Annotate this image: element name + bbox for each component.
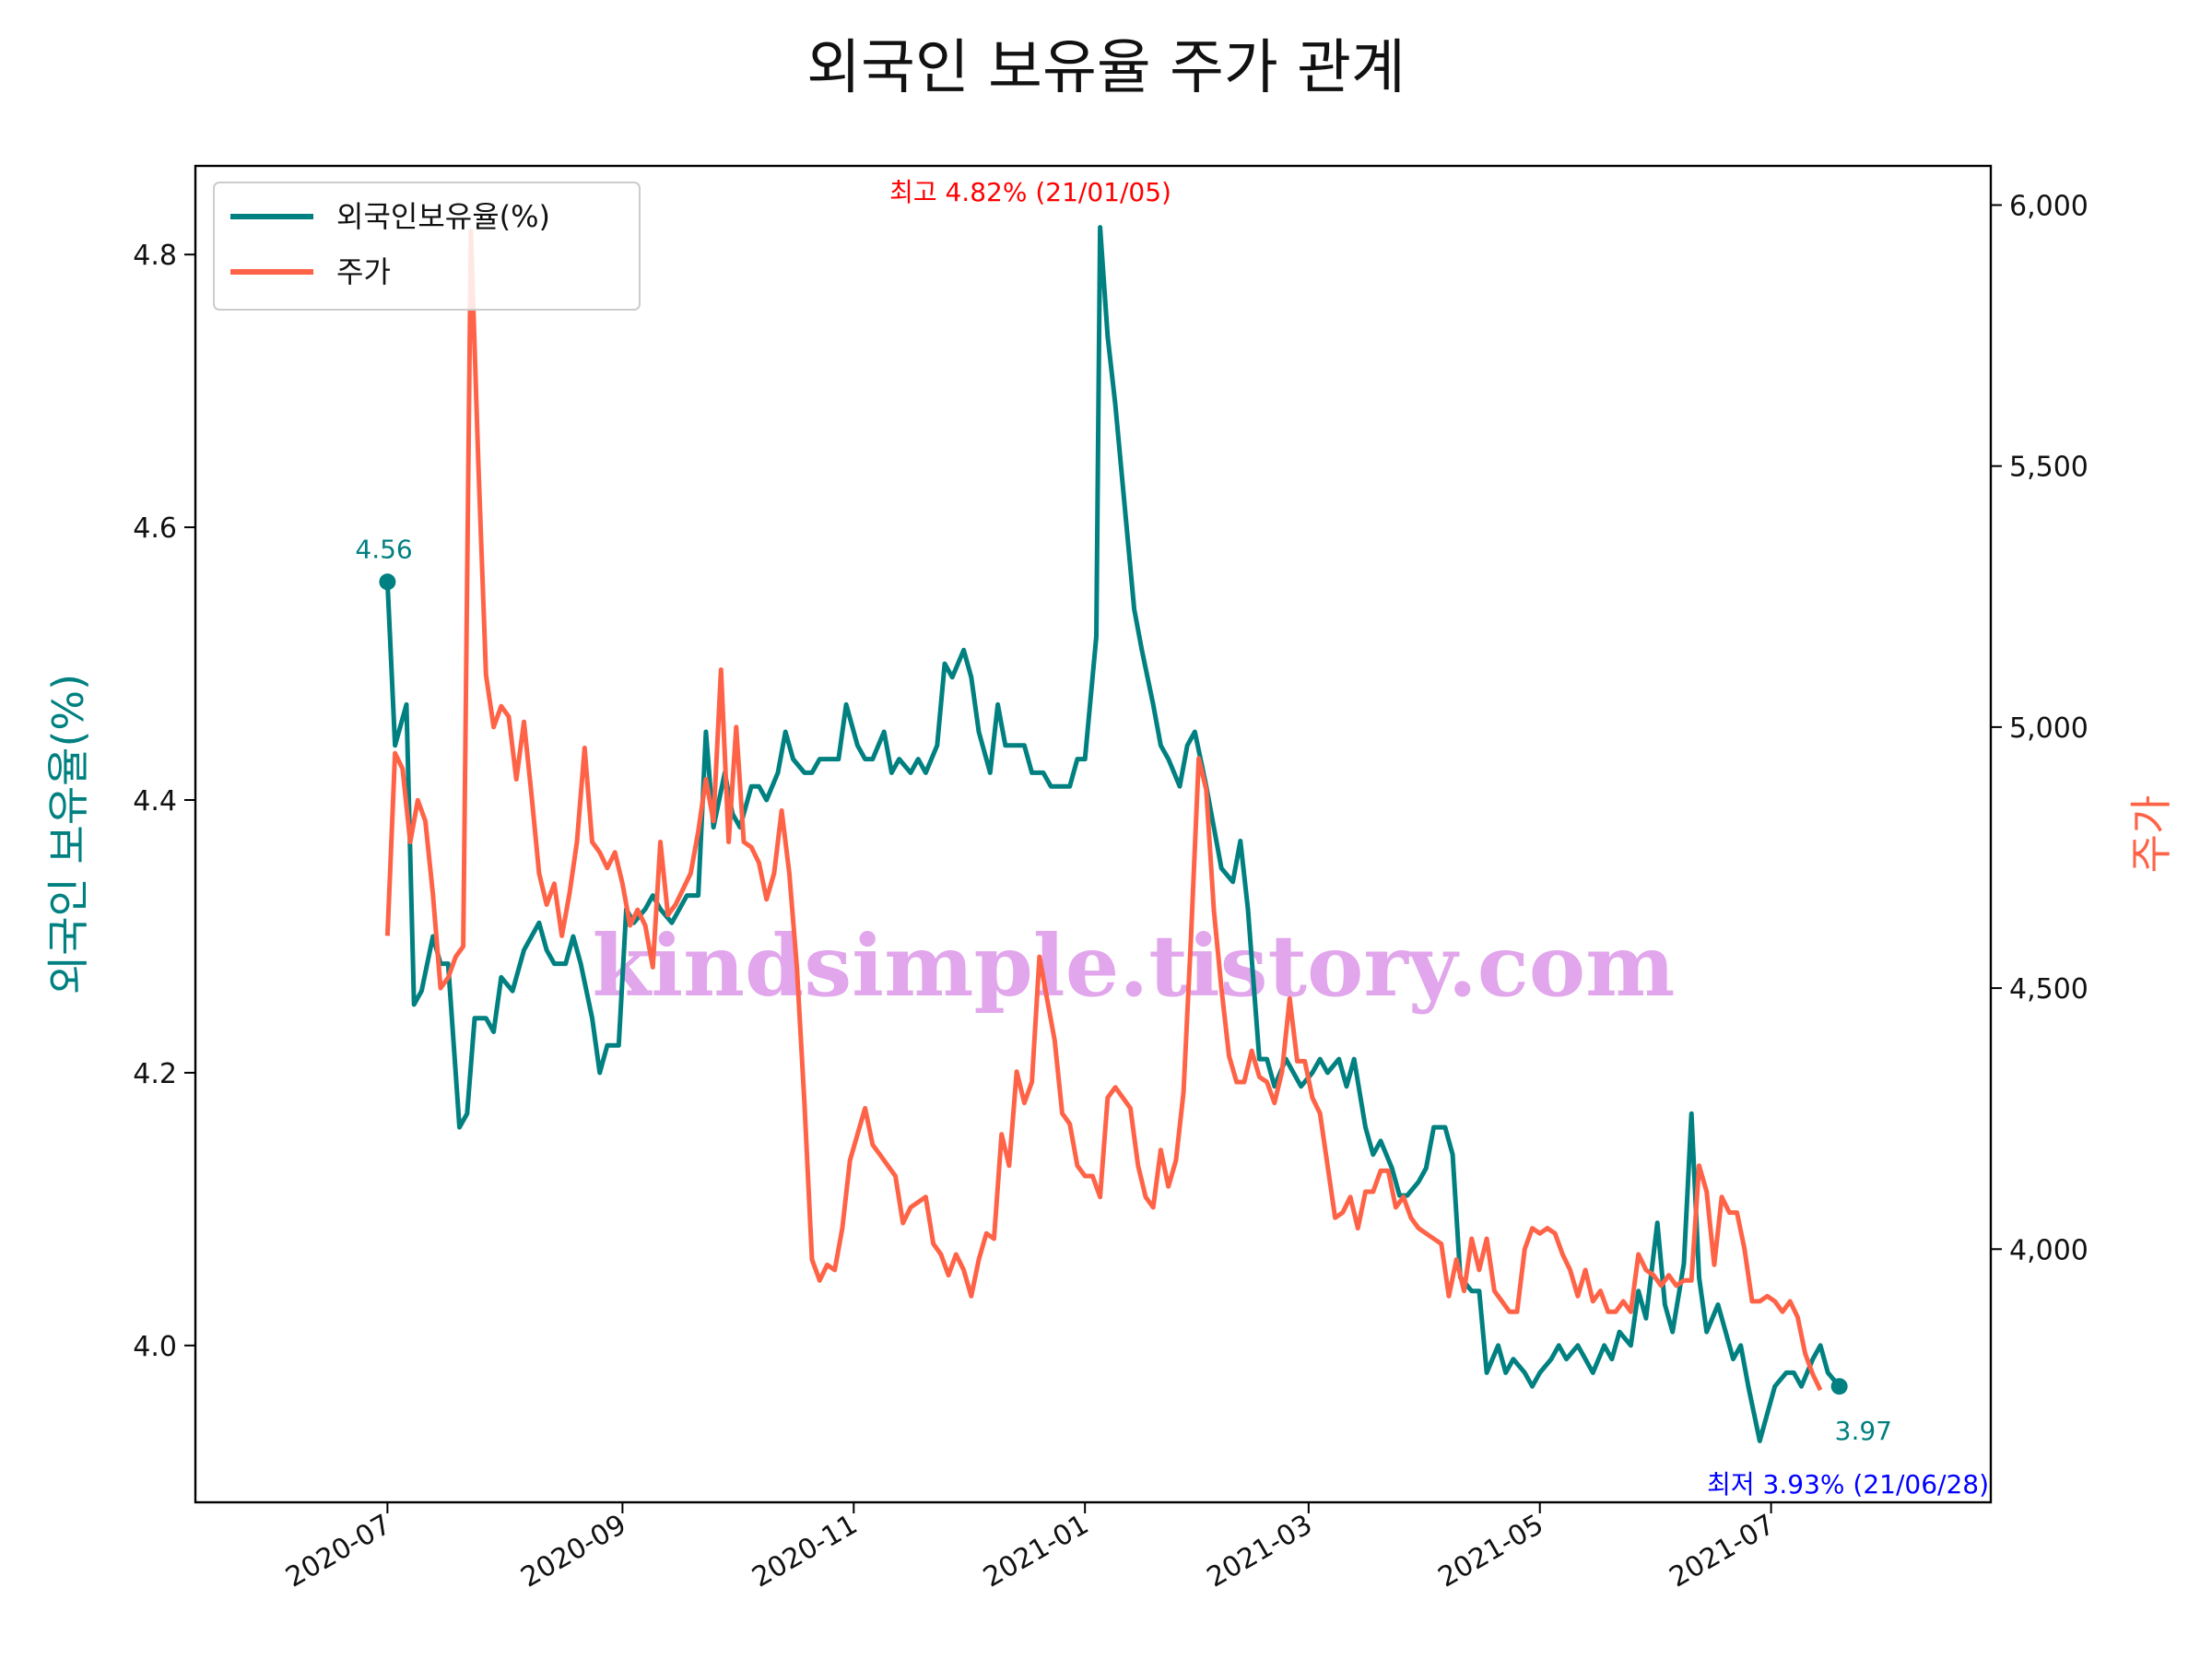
- y-left-tick-label: 4.2: [133, 1058, 177, 1090]
- series-line-stock-price: [384, 229, 1823, 1392]
- legend-label-foreign-ownership: 외국인보유율(%): [336, 199, 550, 234]
- start-point-marker: [379, 573, 396, 591]
- legend-label-stock-price: 주가: [336, 254, 391, 289]
- x-tick-label: 2020-09: [515, 1509, 631, 1594]
- start-value-label: 4.56: [355, 534, 412, 564]
- y-axis-left: 4.0 4.2 4.4 4.6 4.8: [133, 240, 195, 1363]
- x-tick-label: 2020-07: [280, 1509, 396, 1594]
- watermark: kindsimple.tistory.com: [592, 916, 1675, 1016]
- legend-box: [213, 182, 641, 311]
- y-right-tick-label: 6,000: [2009, 190, 2088, 222]
- x-tick-label: 2021-01: [978, 1509, 1094, 1594]
- x-tick-label: 2020-11: [747, 1509, 863, 1594]
- y-axis-right-label: 주가: [2126, 795, 2176, 874]
- y-left-tick-label: 4.4: [133, 785, 177, 818]
- x-tick-label: 2021-03: [1202, 1509, 1318, 1594]
- end-point-marker: [1830, 1378, 1848, 1395]
- y-axis-right: 4,000 4,500 5,000 5,500 6,000: [1991, 190, 2088, 1266]
- y-axis-left-label: 외국인 보유율(%): [43, 674, 93, 994]
- x-tick-label: 2021-05: [1433, 1509, 1549, 1594]
- x-tick-label: 2021-07: [1665, 1509, 1781, 1594]
- chart-marks: 4.56 3.97 최고 4.82% (21/01/05) 최저 3.93% (21/…: [355, 177, 1989, 1500]
- max-annotation: 최고 4.82% (21/01/05): [889, 177, 1171, 207]
- min-annotation: 최저 3.93% (21/06/28): [1707, 1469, 1989, 1500]
- y-right-tick-label: 4,000: [2009, 1234, 2088, 1266]
- y-right-tick-label: 5,500: [2009, 452, 2088, 484]
- y-left-tick-label: 4.6: [133, 512, 177, 545]
- end-value-label: 3.97: [1835, 1416, 1892, 1446]
- y-left-tick-label: 4.8: [133, 240, 177, 272]
- chart-title: 외국인 보유율 주가 관계: [806, 34, 1406, 102]
- series-line-foreign-ownership: [384, 225, 1841, 1443]
- y-right-tick-label: 5,000: [2009, 712, 2088, 745]
- y-right-tick-label: 4,500: [2009, 973, 2088, 1006]
- plot-frame: [194, 164, 1993, 1504]
- y-left-tick-label: 4.0: [133, 1331, 177, 1363]
- legend: 외국인보유율(%) 주가: [213, 182, 641, 311]
- x-axis: 2020-07 2020-09 2020-11 2021-01 2021-03 2021-…: [280, 1502, 1781, 1594]
